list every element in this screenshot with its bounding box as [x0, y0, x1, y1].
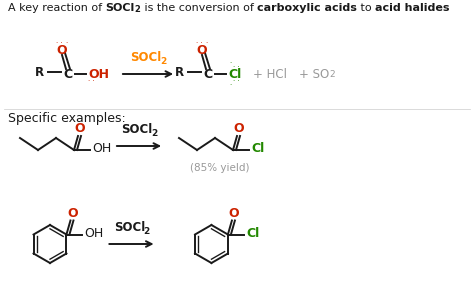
Text: + SO: + SO	[299, 68, 329, 80]
Text: · ·: · ·	[233, 78, 239, 84]
Text: O: O	[197, 43, 207, 57]
Text: SOCl: SOCl	[106, 3, 135, 13]
Text: OH: OH	[84, 227, 104, 240]
Text: ·: ·	[65, 40, 67, 46]
Text: 2: 2	[151, 129, 157, 138]
Text: SOCl: SOCl	[130, 51, 162, 64]
Text: C: C	[64, 68, 73, 80]
Text: R: R	[35, 65, 44, 79]
Text: 2: 2	[144, 227, 150, 236]
Text: O: O	[234, 122, 244, 136]
Text: (85% yield): (85% yield)	[190, 163, 250, 173]
Text: O: O	[57, 43, 67, 57]
Text: SOCl: SOCl	[114, 221, 145, 234]
Text: to: to	[357, 3, 375, 13]
Text: + HCl: + HCl	[253, 68, 287, 80]
Text: R: R	[175, 65, 184, 79]
Text: Cl: Cl	[246, 227, 259, 240]
Text: acid halides: acid halides	[375, 3, 450, 13]
Text: OH: OH	[88, 68, 109, 80]
Text: is the conversion of: is the conversion of	[141, 3, 257, 13]
Text: O: O	[75, 122, 85, 136]
Text: A key reaction of: A key reaction of	[8, 3, 106, 13]
Text: Cl: Cl	[251, 143, 264, 155]
Text: ·: ·	[229, 60, 231, 66]
Text: Cl: Cl	[228, 68, 241, 80]
Text: 2: 2	[160, 57, 166, 66]
Text: ·: ·	[229, 82, 231, 88]
Text: ·: ·	[205, 40, 207, 46]
Text: Specific examples:: Specific examples:	[8, 112, 126, 125]
Text: SOCl: SOCl	[121, 123, 153, 136]
Text: · ·: · ·	[55, 40, 63, 46]
Text: · ·: · ·	[196, 40, 202, 46]
Text: C: C	[203, 68, 212, 80]
Text: 2: 2	[329, 70, 335, 79]
Text: O: O	[67, 207, 78, 220]
Text: · ·: · ·	[88, 78, 95, 84]
Text: · ·: · ·	[233, 64, 239, 70]
Text: carboxylic acids: carboxylic acids	[257, 3, 357, 13]
Text: O: O	[228, 207, 239, 220]
Text: OH: OH	[92, 143, 111, 155]
Text: 2: 2	[135, 6, 141, 14]
